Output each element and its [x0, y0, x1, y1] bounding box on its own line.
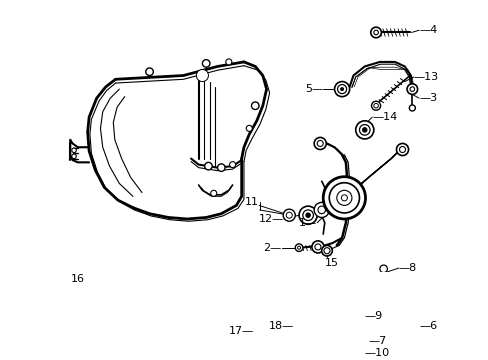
- Circle shape: [355, 121, 373, 139]
- Circle shape: [345, 330, 357, 342]
- Circle shape: [305, 213, 310, 217]
- Circle shape: [359, 125, 369, 135]
- Circle shape: [345, 311, 357, 323]
- Text: 15: 15: [325, 258, 339, 268]
- Circle shape: [328, 183, 359, 213]
- Circle shape: [297, 246, 300, 249]
- Circle shape: [379, 265, 386, 273]
- Circle shape: [317, 140, 323, 147]
- Text: —14: —14: [371, 112, 397, 122]
- Circle shape: [271, 328, 276, 333]
- Text: 2—: 2—: [263, 243, 281, 253]
- Text: —7: —7: [368, 336, 386, 346]
- Circle shape: [145, 68, 153, 76]
- Circle shape: [210, 190, 216, 196]
- Circle shape: [317, 206, 325, 214]
- Text: —4: —4: [418, 25, 436, 35]
- Circle shape: [348, 350, 354, 356]
- Circle shape: [339, 192, 351, 204]
- Circle shape: [72, 148, 76, 153]
- Text: —10: —10: [364, 348, 389, 359]
- Circle shape: [321, 246, 332, 256]
- Circle shape: [314, 244, 320, 250]
- Circle shape: [342, 326, 361, 346]
- Text: —6: —6: [418, 321, 436, 331]
- Circle shape: [202, 60, 209, 67]
- Circle shape: [334, 82, 349, 96]
- Circle shape: [330, 202, 336, 208]
- Text: —3: —3: [418, 93, 436, 103]
- Circle shape: [196, 69, 208, 82]
- Circle shape: [373, 103, 378, 108]
- Circle shape: [251, 102, 259, 109]
- Circle shape: [309, 324, 313, 328]
- Circle shape: [229, 162, 235, 168]
- Text: 17—: 17—: [228, 326, 253, 336]
- Text: 12—: 12—: [258, 214, 284, 224]
- Circle shape: [396, 144, 407, 156]
- Circle shape: [217, 164, 224, 171]
- Circle shape: [340, 87, 343, 91]
- Circle shape: [336, 190, 351, 206]
- Circle shape: [299, 206, 317, 224]
- Circle shape: [406, 320, 418, 332]
- Circle shape: [406, 84, 417, 94]
- Text: —9: —9: [364, 311, 382, 321]
- Circle shape: [349, 315, 353, 319]
- Circle shape: [373, 30, 378, 35]
- Circle shape: [342, 195, 348, 201]
- Text: 1—: 1—: [299, 218, 317, 228]
- Circle shape: [72, 154, 76, 158]
- Circle shape: [323, 177, 365, 219]
- Text: 18—: 18—: [269, 321, 294, 331]
- Text: —8: —8: [398, 263, 416, 273]
- Circle shape: [362, 127, 366, 132]
- Circle shape: [345, 347, 357, 359]
- Circle shape: [245, 125, 252, 131]
- Circle shape: [371, 101, 380, 110]
- Circle shape: [313, 138, 325, 149]
- Circle shape: [225, 59, 231, 65]
- Circle shape: [342, 307, 361, 327]
- Circle shape: [324, 248, 329, 254]
- Circle shape: [341, 195, 346, 201]
- Circle shape: [408, 323, 414, 329]
- Circle shape: [337, 85, 346, 94]
- Circle shape: [306, 321, 317, 332]
- Circle shape: [204, 162, 212, 170]
- Circle shape: [295, 244, 302, 251]
- Circle shape: [313, 202, 328, 217]
- Text: 16: 16: [71, 274, 84, 284]
- Circle shape: [268, 325, 279, 336]
- Text: 11: 11: [244, 197, 259, 207]
- Circle shape: [302, 210, 313, 220]
- Circle shape: [285, 212, 292, 218]
- Circle shape: [409, 87, 414, 91]
- Circle shape: [199, 72, 205, 78]
- Circle shape: [349, 334, 353, 338]
- Text: 5—: 5—: [305, 84, 323, 94]
- Circle shape: [370, 27, 381, 38]
- Circle shape: [409, 339, 414, 343]
- Circle shape: [408, 105, 414, 111]
- Circle shape: [283, 209, 295, 221]
- Circle shape: [326, 199, 340, 212]
- Circle shape: [399, 147, 405, 153]
- Circle shape: [311, 241, 324, 253]
- Text: —13: —13: [413, 72, 438, 82]
